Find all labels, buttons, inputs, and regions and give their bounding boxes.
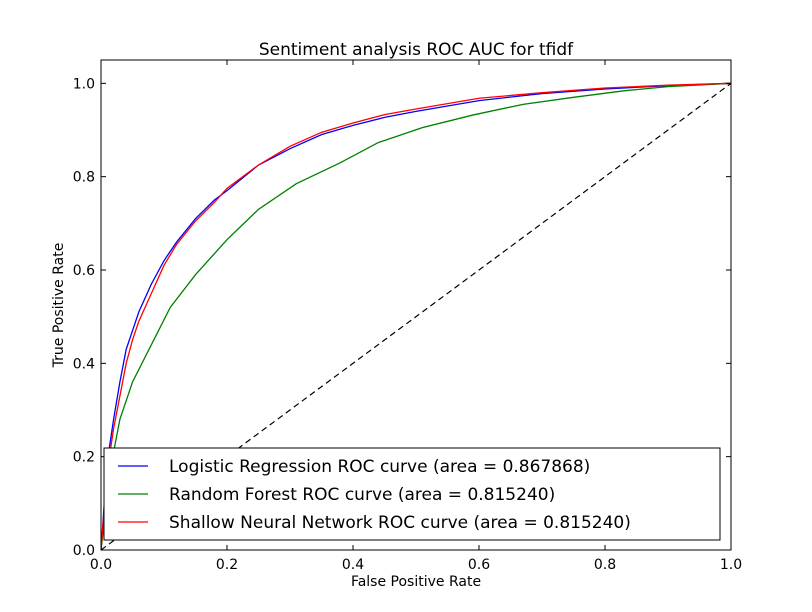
- x-tick-label: 0.6: [468, 557, 490, 573]
- plot-frame: [100, 59, 732, 551]
- x-tick-label: 0.2: [216, 557, 238, 573]
- x-tick-label: 0.4: [342, 557, 364, 573]
- y-tick-label: 1.0: [73, 76, 95, 92]
- legend: Logistic Regression ROC curve (area = 0.…: [103, 447, 721, 541]
- y-tick-label: 0.0: [73, 543, 95, 559]
- legend-label-shallow-neural-network: Shallow Neural Network ROC curve (area =…: [169, 513, 631, 533]
- y-tick-label: 0.2: [73, 450, 95, 466]
- ticks-layer: 0.0 0.2 0.4 0.6 0.8 1.0 0.0 0.2 0.4 0.6 0.8 1.0: [73, 60, 742, 573]
- chart-title: Sentiment analysis ROC AUC for tfidf: [259, 40, 574, 60]
- y-tick-label: 0.4: [73, 356, 95, 372]
- y-tick-label: 0.8: [73, 170, 95, 186]
- x-tick-label: 0.8: [594, 557, 616, 573]
- y-axis-label: True Positive Rate: [51, 243, 67, 369]
- y-tick-label: 0.6: [73, 263, 95, 279]
- x-tick-label: 0.0: [90, 557, 112, 573]
- series-line-1: [101, 82, 731, 550]
- x-axis-label: False Positive Rate: [351, 574, 481, 590]
- x-tick-label: 1.0: [720, 557, 742, 573]
- legend-box: [103, 447, 721, 541]
- series-line-2: [101, 82, 731, 550]
- legend-label-random-forest: Random Forest ROC curve (area = 0.815240…: [169, 485, 555, 505]
- legend-label-logistic-regression: Logistic Regression ROC curve (area = 0.…: [169, 457, 590, 477]
